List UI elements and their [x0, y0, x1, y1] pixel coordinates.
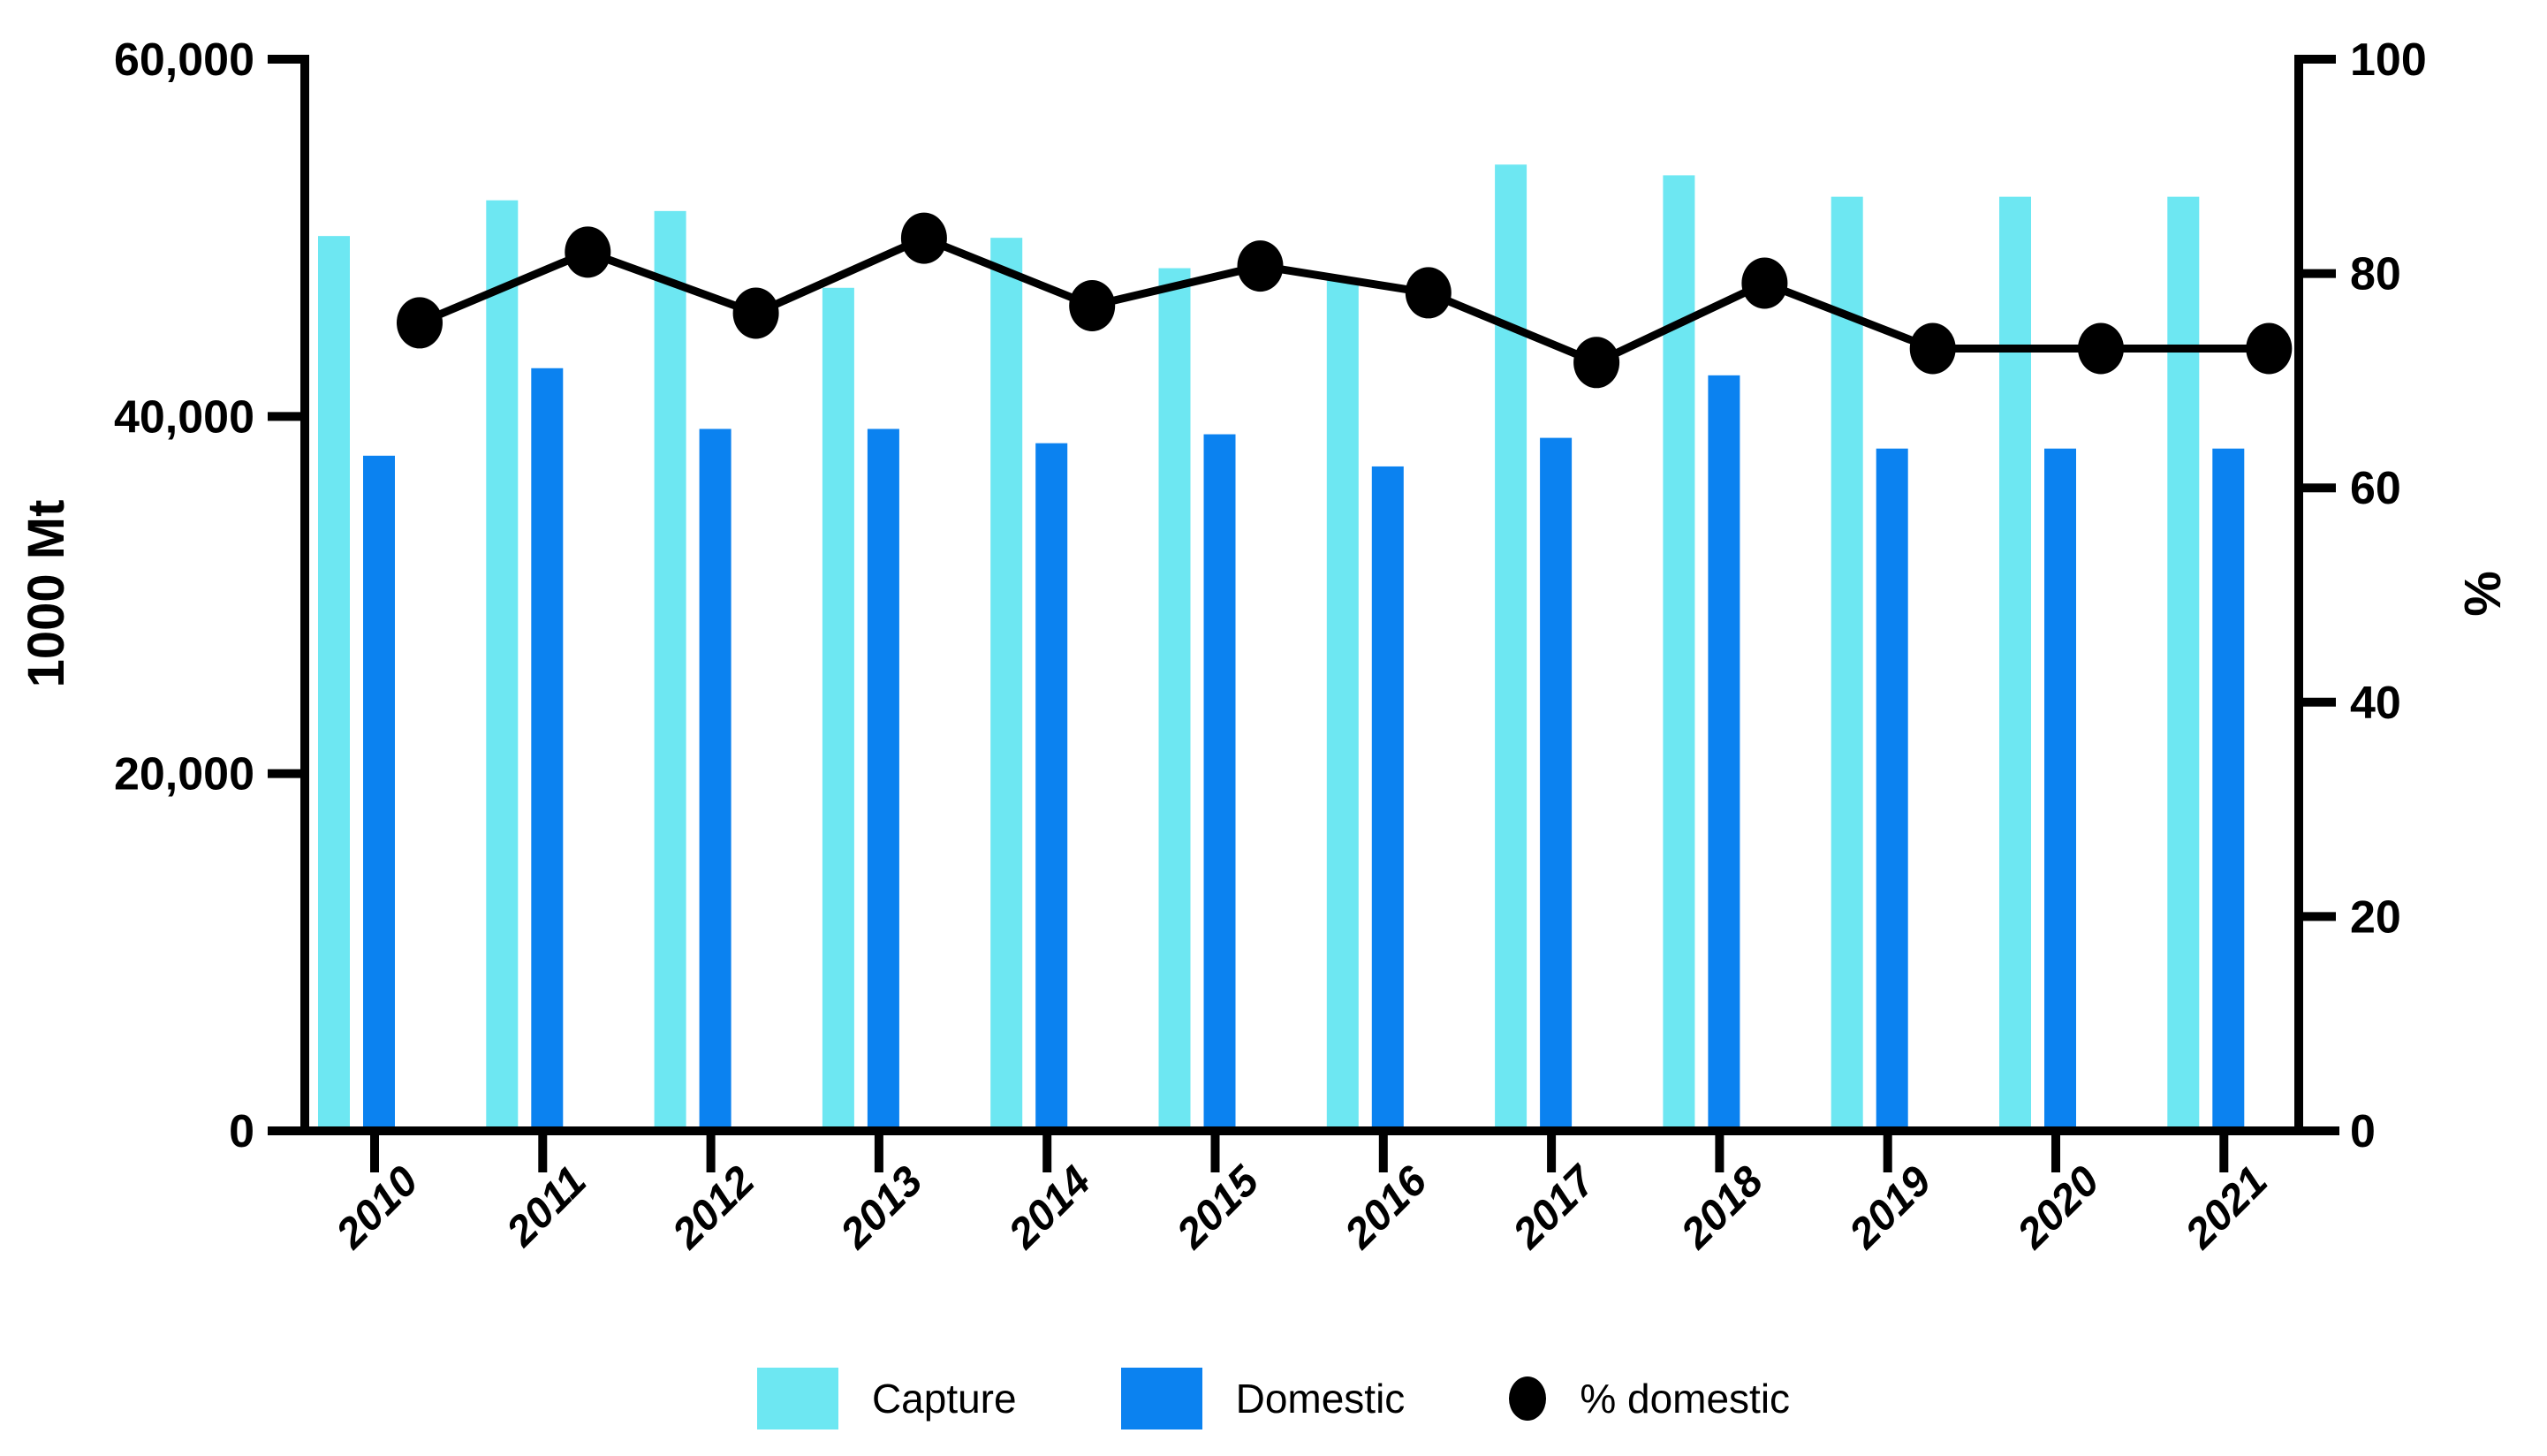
bar-capture-2019	[1831, 196, 1863, 1131]
right-tick-label-20: 20	[2350, 891, 2401, 943]
legend-item-domestic: Domestic	[1120, 1368, 1406, 1429]
left-tick-label-0: 0	[229, 1106, 254, 1157]
pct-domestic-point-2019	[1909, 322, 1956, 375]
bar-capture-2016	[1326, 280, 1359, 1132]
bar-domestic-2015	[1203, 434, 1236, 1131]
pct-domestic-point-2010	[397, 297, 443, 349]
x-tick-label-2019: 2019	[1840, 1157, 1941, 1258]
bar-domestic-2017	[1540, 437, 1573, 1131]
right-tick-label-80: 80	[2350, 249, 2401, 300]
bar-capture-2020	[1999, 196, 2031, 1131]
x-tick-label-2014: 2014	[999, 1157, 1100, 1258]
legend-item-pct-domestic: % domestic	[1509, 1375, 1790, 1422]
x-tick-label-2013: 2013	[831, 1157, 932, 1258]
bar-domestic-2014	[1035, 443, 1068, 1131]
left-axis-title: 1000 Mt	[18, 500, 75, 688]
bar-capture-2013	[822, 287, 854, 1132]
bar-domestic-2010	[363, 455, 395, 1131]
pct-domestic-point-2016	[1405, 267, 1452, 319]
bar-capture-2012	[654, 210, 686, 1131]
left-tick-label-60000: 60,000	[114, 34, 254, 86]
left-tick-label-20000: 20,000	[114, 749, 254, 800]
pct-domestic-point-2015	[1237, 240, 1284, 292]
bar-capture-2018	[1663, 175, 1695, 1132]
x-tick-label-2016: 2016	[1336, 1157, 1436, 1258]
pct-domestic-point-2011	[565, 226, 611, 278]
pct-domestic-point-2014	[1069, 279, 1116, 331]
pct-domestic-point-2017	[1573, 337, 1620, 389]
bar-domestic-2012	[699, 428, 732, 1131]
x-tick-label-2021: 2021	[2176, 1157, 2277, 1258]
bar-capture-2011	[486, 200, 519, 1131]
bar-domestic-2016	[1371, 466, 1404, 1131]
capture-swatch-icon	[756, 1368, 838, 1429]
pct-domestic-point-2021	[2246, 322, 2293, 375]
bar-capture-2015	[1158, 268, 1191, 1131]
bar-domestic-2018	[1708, 375, 1740, 1132]
legend-label-capture: Capture	[871, 1376, 1017, 1422]
right-tick-label-100: 100	[2350, 34, 2427, 86]
x-tick-label-2010: 2010	[327, 1157, 428, 1258]
bar-domestic-2011	[531, 368, 564, 1132]
bar-capture-2021	[2167, 196, 2200, 1131]
x-tick-label-2012: 2012	[663, 1157, 764, 1258]
pct-domestic-line	[415, 234, 2273, 367]
right-tick-label-60: 60	[2350, 463, 2401, 514]
right-tick-label-40: 40	[2350, 678, 2401, 729]
bar-capture-2017	[1495, 164, 1527, 1132]
bar-domestic-2020	[2044, 448, 2076, 1131]
bar-domestic-2021	[2212, 448, 2245, 1131]
bar-domestic-2019	[1876, 448, 1908, 1131]
pct-domestic-point-2018	[1741, 257, 1788, 309]
bar-domestic-2013	[867, 428, 899, 1131]
domestic-swatch-icon	[1120, 1368, 1202, 1429]
x-tick-label-2020: 2020	[2008, 1157, 2109, 1258]
legend: Capture Domestic % domestic	[0, 1359, 2547, 1438]
right-tick-label-0: 0	[2350, 1106, 2376, 1157]
pct-domestic-point-2020	[2078, 322, 2124, 375]
bar-capture-2010	[318, 236, 350, 1131]
legend-label-pct-domestic: % domestic	[1580, 1376, 1791, 1422]
x-tick-label-2018: 2018	[1671, 1157, 1772, 1258]
legend-item-capture: Capture	[756, 1368, 1017, 1429]
bar-capture-2014	[990, 238, 1023, 1132]
legend-label-domestic: Domestic	[1235, 1376, 1406, 1422]
right-axis-title: %	[2454, 571, 2512, 617]
pct-domestic-dot-icon	[1509, 1376, 1547, 1421]
left-tick-label-40000: 40,000	[114, 391, 254, 443]
pct-domestic-point-2012	[732, 287, 779, 339]
pct-domestic-point-2013	[900, 212, 947, 264]
